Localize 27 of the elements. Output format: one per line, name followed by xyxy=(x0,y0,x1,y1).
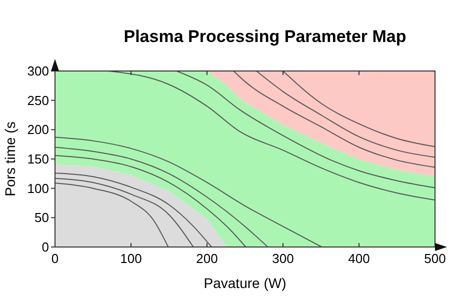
x-tick-label: 300 xyxy=(272,251,294,266)
x-tick-label: 0 xyxy=(51,251,59,266)
line-series xyxy=(233,71,435,168)
line-series xyxy=(55,182,169,247)
y-axis-title: Pors time (s xyxy=(2,122,18,196)
line-series xyxy=(55,136,322,247)
y-tick-label: 250 xyxy=(27,92,49,108)
line-series xyxy=(256,71,435,158)
x-tick-label: 500 xyxy=(424,251,446,266)
y-tick-label: 50 xyxy=(34,210,49,226)
chart-title: Plasma Processing Parameter Map xyxy=(124,27,406,46)
y-tick-label: 100 xyxy=(27,180,49,196)
line-series xyxy=(282,71,435,148)
line-series xyxy=(55,154,246,247)
line-series xyxy=(176,71,435,188)
x-tick-label: 200 xyxy=(196,251,218,266)
line-series xyxy=(55,146,268,247)
line-series xyxy=(108,71,435,201)
y-tick-label: 200 xyxy=(27,122,49,138)
x-tick-label: 100 xyxy=(120,251,142,266)
x-tick-label: 400 xyxy=(348,251,370,266)
x-axis-title: Pavature (W) xyxy=(204,275,286,291)
y-tick-label: 0 xyxy=(42,240,49,254)
y-tick-label: 150 xyxy=(27,152,49,166)
line-series xyxy=(55,172,212,247)
line-series xyxy=(55,178,194,247)
y-tick-label: 300 xyxy=(27,64,49,78)
